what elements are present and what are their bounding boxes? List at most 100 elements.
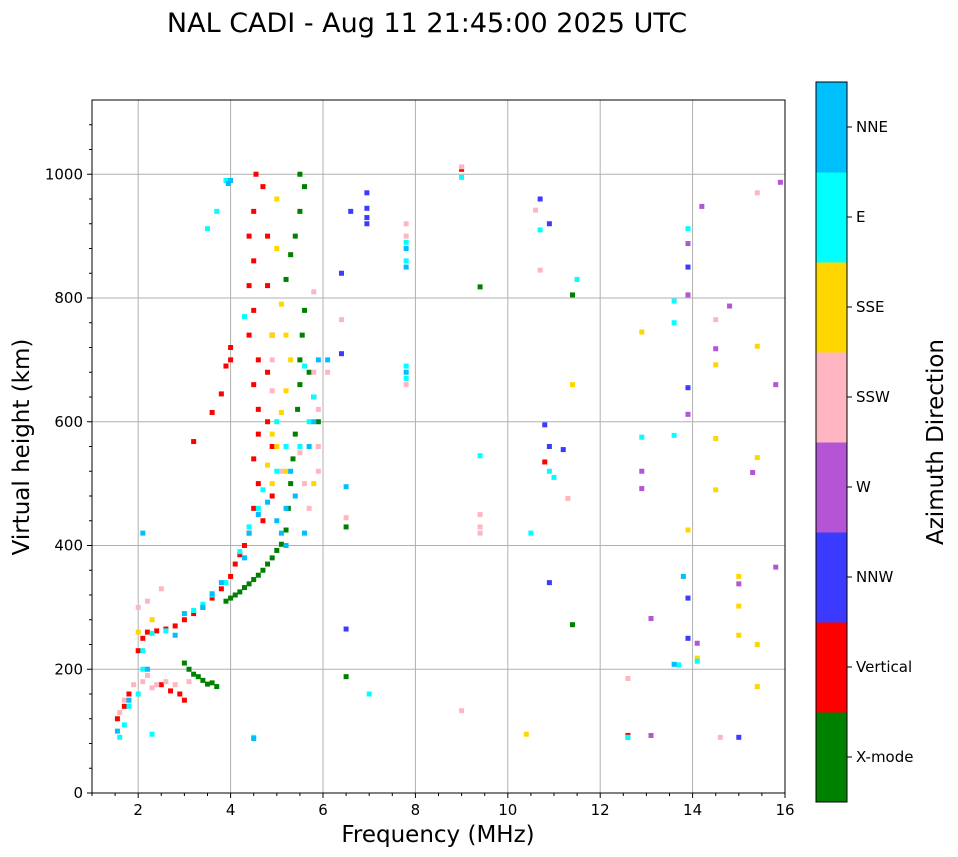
data-point-sse	[713, 362, 719, 368]
data-point-x-mode	[228, 595, 234, 601]
data-point-ssw	[315, 444, 321, 449]
data-point-ssw	[403, 233, 409, 239]
data-point-nne	[403, 246, 409, 251]
data-point-nne	[671, 661, 677, 667]
data-point-ssw	[459, 164, 465, 170]
data-point-sse	[754, 684, 760, 690]
data-point-x-mode	[297, 171, 303, 177]
data-point-x-mode	[186, 666, 192, 672]
data-point-vertical	[209, 595, 215, 601]
data-point-nnw	[542, 422, 548, 428]
data-point-vertical	[181, 697, 187, 703]
data-point-x-mode	[302, 307, 308, 313]
data-point-ssw	[403, 382, 409, 388]
data-point-vertical	[223, 363, 229, 369]
data-point-e	[306, 419, 312, 425]
colorbar-segment	[816, 712, 847, 803]
data-point-e	[140, 648, 146, 654]
data-point-e	[671, 432, 677, 438]
data-point-vertical	[246, 332, 252, 338]
data-point-vertical	[265, 233, 271, 239]
data-point-ssw	[144, 598, 150, 604]
data-point-e	[255, 505, 261, 511]
data-point-vertical	[255, 431, 261, 437]
data-point-vertical	[191, 439, 197, 445]
colorbar-segment	[816, 352, 847, 443]
data-point-e	[685, 226, 691, 232]
data-point-ssw	[269, 388, 275, 394]
data-point-ssw	[149, 685, 155, 691]
data-point-x-mode	[214, 684, 220, 690]
data-point-w	[713, 346, 719, 352]
data-point-vertical	[154, 628, 160, 634]
data-point-sse	[265, 462, 271, 468]
data-point-e	[191, 607, 197, 613]
data-point-nnw	[685, 635, 691, 641]
data-point-e	[302, 363, 308, 369]
data-point-vertical	[121, 703, 127, 709]
data-point-e	[528, 530, 534, 536]
data-point-ssw	[338, 317, 344, 323]
data-point-x-mode	[306, 369, 312, 375]
data-point-nne	[126, 697, 132, 703]
colorbar-tick-label: W	[856, 478, 871, 496]
data-point-w	[699, 203, 705, 209]
data-point-vertical	[542, 459, 548, 465]
data-point-nne	[311, 419, 317, 425]
data-point-w	[639, 486, 645, 492]
data-point-vertical	[228, 345, 234, 350]
data-point-sse	[149, 617, 155, 623]
data-point-nnw	[364, 221, 370, 227]
data-point-x-mode	[200, 677, 206, 683]
data-point-w	[648, 732, 654, 738]
colorbar-segment	[816, 82, 847, 173]
data-point-vertical	[135, 648, 141, 654]
data-point-vertical	[265, 283, 271, 289]
data-point-e	[671, 320, 677, 326]
y-tick-label: 400	[54, 537, 83, 555]
data-point-nne	[680, 573, 686, 579]
data-point-ssw	[311, 289, 317, 295]
data-point-vertical	[251, 307, 257, 313]
data-point-sse	[754, 455, 760, 461]
data-point-vertical	[228, 357, 234, 363]
data-point-x-mode	[246, 581, 252, 587]
data-point-ssw	[477, 524, 483, 530]
data-point-nne	[140, 530, 146, 536]
data-point-ssw	[325, 369, 331, 375]
data-point-e	[574, 276, 580, 282]
data-point-nne	[246, 530, 252, 536]
data-point-w	[727, 303, 733, 309]
colorbar-tick-label: SSE	[856, 298, 885, 316]
data-point-x-mode	[297, 382, 303, 388]
data-point-vertical	[251, 505, 257, 511]
data-point-e	[205, 226, 210, 232]
data-point-e	[477, 453, 483, 459]
data-point-vertical	[246, 283, 252, 289]
data-points	[114, 164, 783, 742]
data-point-nne	[265, 499, 271, 505]
data-point-nne	[343, 484, 349, 490]
data-point-ssw	[158, 586, 164, 592]
data-point-vertical	[251, 382, 257, 388]
data-point-x-mode	[251, 577, 257, 583]
colorbar-segment	[816, 622, 847, 713]
data-point-sse	[685, 527, 691, 533]
y-tick-label: 800	[54, 289, 83, 307]
data-point-e	[676, 662, 682, 668]
data-point-e	[403, 258, 409, 264]
x-axis-label: Frequency (MHz)	[341, 822, 534, 848]
data-point-nne	[306, 444, 312, 449]
data-point-ssw	[565, 495, 571, 501]
data-point-e	[639, 434, 645, 440]
data-point-x-mode	[315, 419, 321, 425]
data-point-x-mode	[297, 208, 303, 214]
data-point-sse	[754, 343, 760, 349]
colorbar: X-mode Vertical NNW W SSW SSE E NNE	[815, 81, 913, 803]
data-point-vertical	[177, 691, 183, 697]
data-point-x-mode	[288, 252, 294, 258]
x-tick-label: 4	[226, 801, 236, 819]
data-point-vertical	[253, 171, 259, 177]
data-point-e	[459, 174, 465, 180]
